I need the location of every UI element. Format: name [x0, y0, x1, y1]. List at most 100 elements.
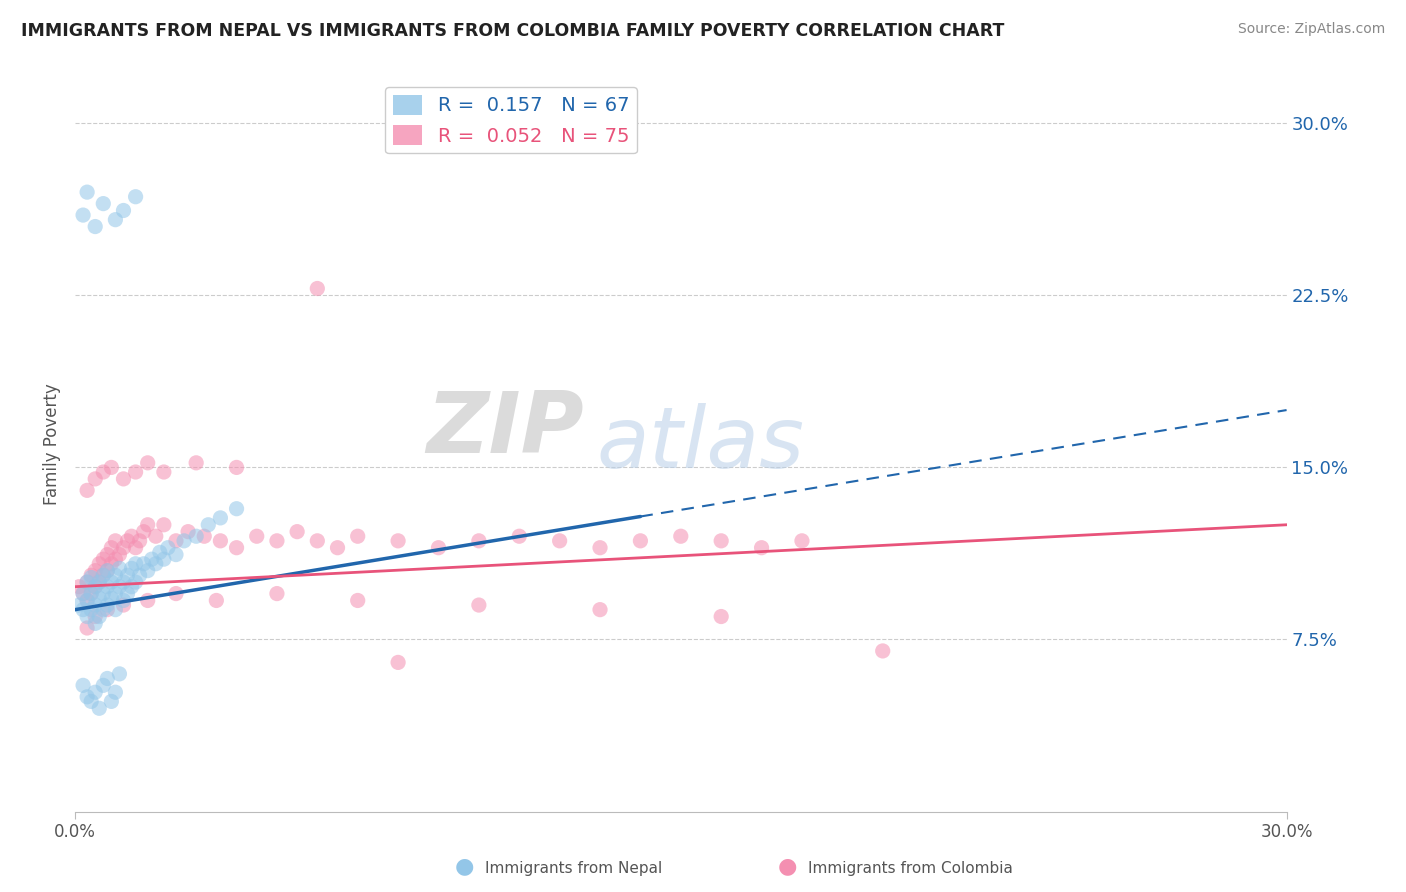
- Point: [108, 580, 131, 594]
- Point: [186, 456, 208, 470]
- Point: [91, 568, 114, 582]
- Point: [177, 524, 200, 539]
- Point: [326, 541, 349, 555]
- Point: [124, 557, 146, 571]
- Point: [589, 541, 612, 555]
- Point: [100, 694, 122, 708]
- Point: [100, 541, 122, 555]
- Point: [84, 472, 107, 486]
- Point: [121, 529, 143, 543]
- Point: [80, 586, 103, 600]
- Point: [100, 460, 122, 475]
- Point: [427, 541, 450, 555]
- Point: [266, 533, 288, 548]
- Point: [225, 501, 247, 516]
- Point: [80, 570, 103, 584]
- Point: [104, 586, 127, 600]
- Text: Immigrants from Colombia: Immigrants from Colombia: [808, 861, 1014, 876]
- Text: ZIP: ZIP: [426, 388, 583, 471]
- Point: [76, 185, 98, 199]
- Point: [387, 533, 409, 548]
- Point: [117, 568, 139, 582]
- Point: [205, 593, 228, 607]
- Point: [84, 616, 107, 631]
- Point: [790, 533, 813, 548]
- Point: [165, 586, 187, 600]
- Point: [96, 564, 118, 578]
- Point: [209, 511, 232, 525]
- Point: [141, 552, 163, 566]
- Point: [285, 524, 308, 539]
- Point: [104, 602, 127, 616]
- Point: [72, 586, 94, 600]
- Point: [124, 575, 146, 590]
- Point: [96, 580, 118, 594]
- Text: ●: ●: [454, 856, 474, 876]
- Point: [84, 580, 107, 594]
- Point: [468, 533, 491, 548]
- Point: [96, 602, 118, 616]
- Point: [145, 529, 167, 543]
- Text: ●: ●: [778, 856, 797, 876]
- Point: [108, 548, 131, 562]
- Point: [112, 593, 135, 607]
- Point: [91, 465, 114, 479]
- Point: [76, 609, 98, 624]
- Point: [124, 541, 146, 555]
- Point: [89, 557, 111, 571]
- Point: [89, 575, 111, 590]
- Point: [72, 602, 94, 616]
- Point: [149, 545, 172, 559]
- Point: [153, 517, 176, 532]
- Point: [112, 598, 135, 612]
- Point: [117, 586, 139, 600]
- Point: [84, 685, 107, 699]
- Point: [136, 456, 159, 470]
- Point: [346, 529, 368, 543]
- Point: [72, 208, 94, 222]
- Point: [307, 533, 329, 548]
- Point: [100, 575, 122, 590]
- Point: [136, 517, 159, 532]
- Text: Source: ZipAtlas.com: Source: ZipAtlas.com: [1237, 22, 1385, 37]
- Point: [548, 533, 571, 548]
- Point: [872, 644, 894, 658]
- Point: [96, 548, 118, 562]
- Point: [84, 564, 107, 578]
- Point: [165, 533, 187, 548]
- Point: [112, 203, 135, 218]
- Point: [121, 561, 143, 575]
- Point: [67, 598, 90, 612]
- Point: [628, 533, 651, 548]
- Point: [80, 568, 103, 582]
- Point: [197, 517, 219, 532]
- Point: [72, 586, 94, 600]
- Point: [468, 598, 491, 612]
- Point: [153, 465, 176, 479]
- Point: [108, 666, 131, 681]
- Point: [91, 568, 114, 582]
- Point: [128, 568, 150, 582]
- Point: [76, 593, 98, 607]
- Point: [669, 529, 692, 543]
- Point: [84, 598, 107, 612]
- Point: [76, 483, 98, 498]
- Point: [104, 568, 127, 582]
- Point: [100, 557, 122, 571]
- Point: [76, 690, 98, 704]
- Point: [84, 580, 107, 594]
- Point: [225, 541, 247, 555]
- Point: [89, 575, 111, 590]
- Point: [76, 575, 98, 590]
- Point: [153, 552, 176, 566]
- Point: [508, 529, 530, 543]
- Point: [104, 212, 127, 227]
- Point: [156, 541, 179, 555]
- Text: IMMIGRANTS FROM NEPAL VS IMMIGRANTS FROM COLOMBIA FAMILY POVERTY CORRELATION CHA: IMMIGRANTS FROM NEPAL VS IMMIGRANTS FROM…: [21, 22, 1004, 40]
- Point: [589, 602, 612, 616]
- Point: [710, 609, 733, 624]
- Point: [193, 529, 215, 543]
- Point: [91, 602, 114, 616]
- Point: [246, 529, 269, 543]
- Point: [67, 580, 90, 594]
